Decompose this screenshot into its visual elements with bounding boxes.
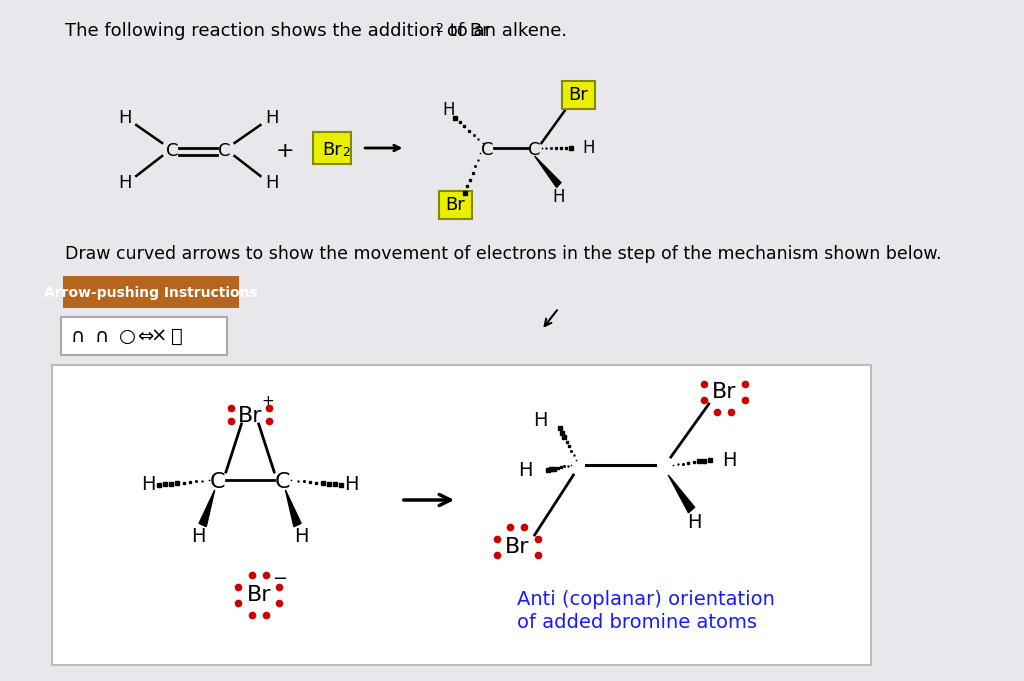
Text: ○: ○: [119, 326, 136, 345]
Polygon shape: [669, 475, 694, 513]
Polygon shape: [535, 156, 561, 187]
Text: C: C: [275, 472, 291, 492]
FancyBboxPatch shape: [61, 317, 226, 355]
Text: Draw curved arrows to show the movement of electrons in the step of the mechanis: Draw curved arrows to show the movement …: [65, 245, 941, 263]
Text: H: H: [518, 460, 532, 479]
Text: H: H: [534, 411, 548, 430]
Text: −: −: [271, 570, 287, 588]
Text: C: C: [166, 142, 179, 160]
Text: H: H: [687, 513, 701, 531]
Text: Br: Br: [247, 585, 271, 605]
Text: C: C: [210, 472, 225, 492]
Text: H: H: [344, 475, 359, 494]
FancyBboxPatch shape: [562, 81, 595, 109]
Text: H: H: [553, 188, 565, 206]
Text: Br: Br: [238, 406, 262, 426]
Text: Br: Br: [445, 196, 465, 214]
Polygon shape: [199, 490, 215, 526]
Text: ⇔: ⇔: [136, 326, 153, 345]
Text: H: H: [119, 109, 132, 127]
Text: ⛒: ⛒: [171, 326, 182, 345]
Text: H: H: [582, 139, 595, 157]
Text: ∩: ∩: [94, 326, 109, 345]
Text: 2: 2: [342, 146, 350, 159]
FancyBboxPatch shape: [439, 191, 472, 219]
Text: Anti (coplanar) orientation: Anti (coplanar) orientation: [517, 590, 775, 609]
Text: H: H: [141, 475, 156, 494]
Text: +: +: [275, 141, 294, 161]
Text: Arrow-pushing Instructions: Arrow-pushing Instructions: [44, 286, 258, 300]
Text: Br: Br: [568, 86, 589, 104]
Text: Br: Br: [505, 537, 529, 557]
Text: H: H: [265, 174, 279, 192]
FancyBboxPatch shape: [52, 365, 870, 665]
Text: ×: ×: [151, 326, 167, 345]
Text: Br: Br: [712, 382, 736, 402]
Text: ∩: ∩: [71, 326, 85, 345]
Text: The following reaction shows the addition of Br: The following reaction shows the additio…: [65, 22, 489, 40]
Text: +: +: [261, 394, 273, 409]
Text: H: H: [191, 528, 206, 546]
Text: H: H: [119, 174, 132, 192]
Text: C: C: [481, 141, 494, 159]
Text: to an alkene.: to an alkene.: [444, 22, 567, 40]
Text: Br: Br: [323, 141, 342, 159]
FancyBboxPatch shape: [313, 132, 351, 164]
Text: C: C: [218, 142, 230, 160]
Text: of added bromine atoms: of added bromine atoms: [517, 613, 758, 632]
Text: 2: 2: [435, 22, 443, 35]
Polygon shape: [286, 490, 301, 526]
Text: H: H: [295, 528, 309, 546]
FancyBboxPatch shape: [62, 276, 239, 308]
Text: H: H: [265, 109, 279, 127]
Text: C: C: [528, 141, 541, 159]
Text: H: H: [442, 101, 455, 119]
Text: H: H: [722, 451, 736, 469]
